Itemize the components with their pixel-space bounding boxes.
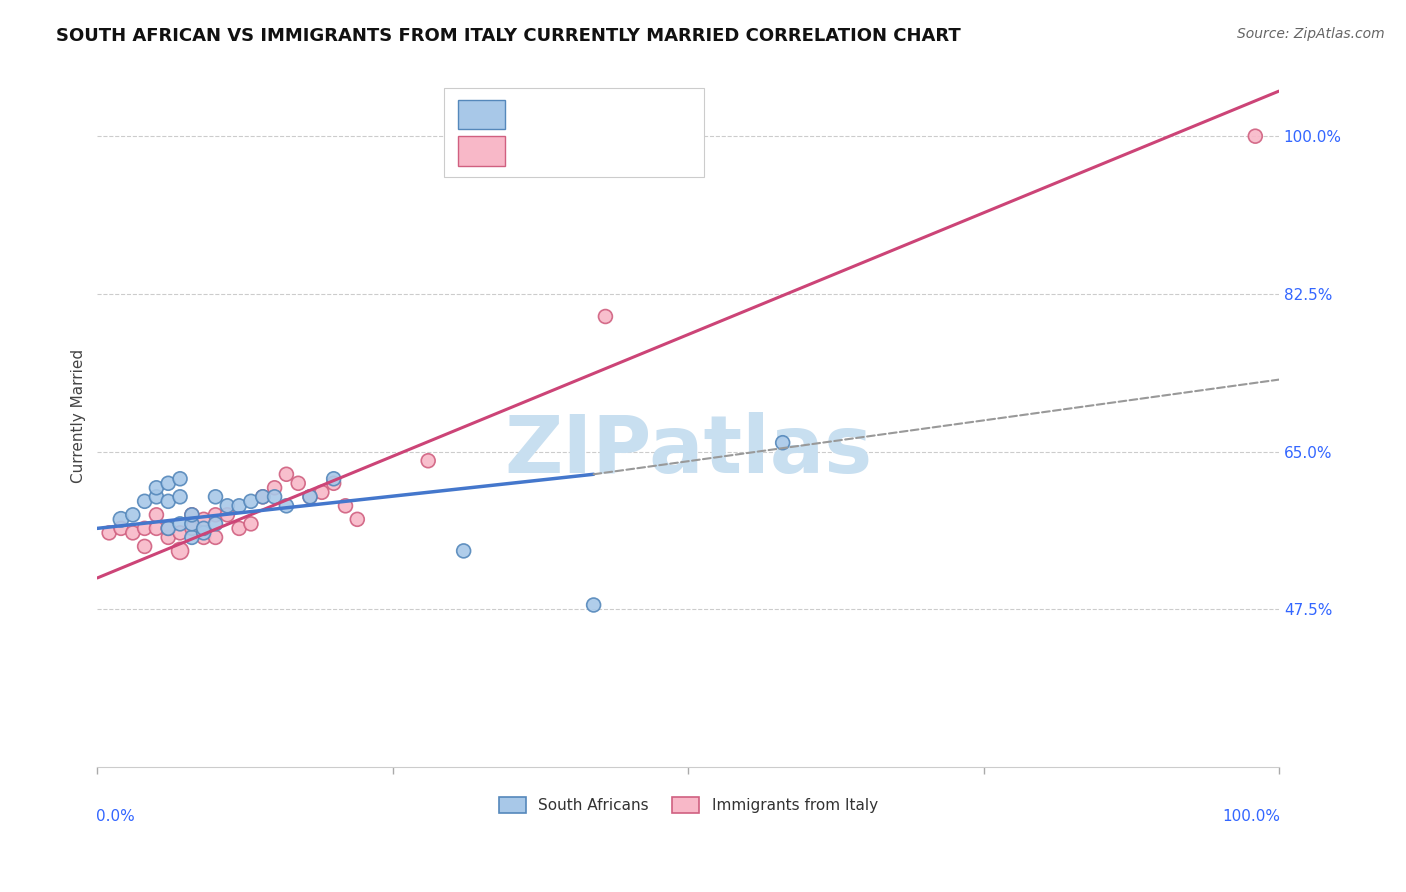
Point [145,490,167,504]
Point [98,525,121,540]
Point [157,521,180,535]
Point [145,481,167,495]
Point [239,516,262,531]
Point [322,476,344,491]
Point [169,525,191,540]
Point [772,435,794,450]
Y-axis label: Currently Married: Currently Married [72,349,86,483]
Point [121,508,143,522]
Text: N = 32: N = 32 [631,142,695,161]
Point [193,521,215,535]
Point [335,499,357,513]
Point [145,508,167,522]
Point [1244,129,1267,144]
Point [145,521,167,535]
Point [193,530,215,544]
Point [169,472,191,486]
Point [169,490,191,504]
Point [252,490,274,504]
Point [228,499,250,513]
Text: 100.0%: 100.0% [1222,809,1279,824]
Point [276,499,298,513]
Point [180,530,202,544]
Point [276,467,298,482]
Point [287,476,309,491]
Point [157,494,180,508]
Point [263,481,285,495]
Point [299,490,322,504]
Point [204,490,226,504]
Point [322,472,344,486]
Point [204,516,226,531]
Point [157,476,180,491]
Point [418,454,440,468]
Point [263,490,285,504]
Point [180,508,202,522]
Point [121,525,143,540]
Text: Source: ZipAtlas.com: Source: ZipAtlas.com [1237,27,1385,41]
Point [217,499,239,513]
FancyBboxPatch shape [443,88,703,177]
Text: 0.0%: 0.0% [96,809,135,824]
Point [582,598,605,612]
Point [204,508,226,522]
Point [157,530,180,544]
Point [134,540,156,554]
Point [169,516,191,531]
Point [134,494,156,508]
Text: ZIPatlas: ZIPatlas [503,412,872,490]
Point [252,490,274,504]
Point [346,512,368,526]
Point [311,485,333,500]
Point [110,521,132,535]
FancyBboxPatch shape [458,136,505,166]
Point [228,521,250,535]
Point [180,516,202,531]
Point [204,530,226,544]
Point [239,494,262,508]
Point [453,544,475,558]
Text: R = 0.744: R = 0.744 [519,142,602,161]
Text: R =  0.141: R = 0.141 [519,105,607,124]
Text: N = 29: N = 29 [631,105,695,124]
Point [180,521,202,535]
Point [193,512,215,526]
Point [193,525,215,540]
Point [110,512,132,526]
Point [169,544,191,558]
Legend: South Africans, Immigrants from Italy: South Africans, Immigrants from Italy [492,790,884,820]
Point [157,521,180,535]
Point [134,521,156,535]
FancyBboxPatch shape [458,100,505,129]
Point [180,508,202,522]
Point [217,508,239,522]
Text: SOUTH AFRICAN VS IMMIGRANTS FROM ITALY CURRENTLY MARRIED CORRELATION CHART: SOUTH AFRICAN VS IMMIGRANTS FROM ITALY C… [56,27,960,45]
Point [595,310,617,324]
Point [299,490,322,504]
